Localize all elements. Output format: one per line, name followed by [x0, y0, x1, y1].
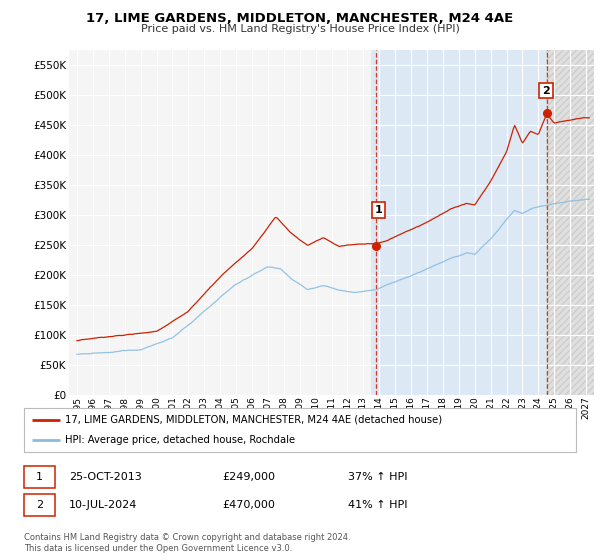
Text: 2: 2: [36, 500, 43, 510]
Text: 17, LIME GARDENS, MIDDLETON, MANCHESTER, M24 4AE (detached house): 17, LIME GARDENS, MIDDLETON, MANCHESTER,…: [65, 415, 443, 425]
Text: 41% ↑ HPI: 41% ↑ HPI: [348, 500, 407, 510]
Text: £249,000: £249,000: [222, 472, 275, 482]
Text: 37% ↑ HPI: 37% ↑ HPI: [348, 472, 407, 482]
Text: HPI: Average price, detached house, Rochdale: HPI: Average price, detached house, Roch…: [65, 435, 296, 445]
Text: Price paid vs. HM Land Registry's House Price Index (HPI): Price paid vs. HM Land Registry's House …: [140, 24, 460, 34]
Text: 1: 1: [375, 205, 383, 214]
Text: 1: 1: [36, 472, 43, 482]
Text: £470,000: £470,000: [222, 500, 275, 510]
Text: 2: 2: [542, 86, 550, 96]
Text: Contains HM Land Registry data © Crown copyright and database right 2024.
This d: Contains HM Land Registry data © Crown c…: [24, 533, 350, 553]
Bar: [371, 50, 546, 395]
Text: 25-OCT-2013: 25-OCT-2013: [69, 472, 142, 482]
Bar: [546, 50, 594, 395]
Text: 17, LIME GARDENS, MIDDLETON, MANCHESTER, M24 4AE: 17, LIME GARDENS, MIDDLETON, MANCHESTER,…: [86, 12, 514, 25]
Text: 10-JUL-2024: 10-JUL-2024: [69, 500, 137, 510]
